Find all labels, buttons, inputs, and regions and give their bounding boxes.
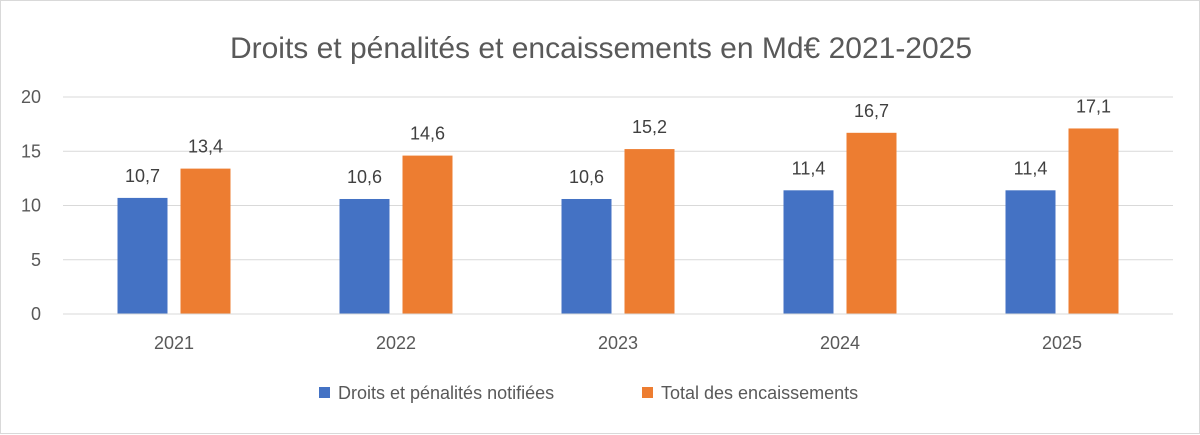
chart-title: Droits et pénalités et encaissements en … [230,32,972,65]
bar-droits-2022 [339,198,390,314]
bar-droits-2021 [117,197,168,314]
y-tick-label: 10 [21,196,41,216]
legend: Droits et pénalités notifiées Total des … [319,383,858,403]
x-tick-label-2025: 2025 [1042,333,1082,353]
bar-encaissements-2023 [624,149,675,314]
bar-encaissements-2025 [1068,128,1119,314]
y-tick-label: 5 [31,250,41,270]
data-label-droits-2021: 10,7 [125,166,160,186]
bar-encaissements-2021 [180,168,231,314]
legend-label-droits: Droits et pénalités notifiées [338,383,554,403]
y-tick-label: 0 [31,304,41,324]
x-tick-label-2021: 2021 [154,333,194,353]
legend-label-encaissements: Total des encaissements [661,383,858,403]
data-label-droits-2024: 11,4 [792,158,826,178]
data-label-droits-2025: 11,4 [1014,158,1048,178]
data-label-encaissements-2023: 15,2 [632,117,667,137]
bar-droits-2023 [561,198,612,314]
legend-swatch-encaissements [642,387,653,398]
y-axis-ticks: 0 5 10 15 20 [21,87,41,324]
data-label-droits-2022: 10,6 [347,167,382,187]
data-labels: 10,7 13,4 10,6 14,6 10,6 15,2 11,4 16,7 11,4 17,1 [125,96,1111,187]
x-tick-label-2023: 2023 [598,333,638,353]
x-tick-label-2022: 2022 [376,333,416,353]
x-axis-ticks: 2021 2022 2023 2024 2025 [154,333,1082,353]
y-tick-label: 15 [21,141,41,161]
x-tick-label-2024: 2024 [820,333,860,353]
data-label-encaissements-2021: 13,4 [188,137,223,157]
data-label-encaissements-2024: 16,7 [854,101,889,121]
y-tick-label: 20 [21,87,41,107]
data-label-encaissements-2022: 14,6 [410,124,445,144]
data-label-droits-2023: 10,6 [569,167,604,187]
bars [63,128,1173,315]
legend-swatch-droits [319,387,330,398]
bar-droits-2025 [1005,190,1056,314]
bar-encaissements-2022 [402,155,453,314]
data-label-encaissements-2025: 17,1 [1076,96,1111,116]
bar-droits-2024 [783,190,834,314]
bar-encaissements-2024 [846,132,897,314]
